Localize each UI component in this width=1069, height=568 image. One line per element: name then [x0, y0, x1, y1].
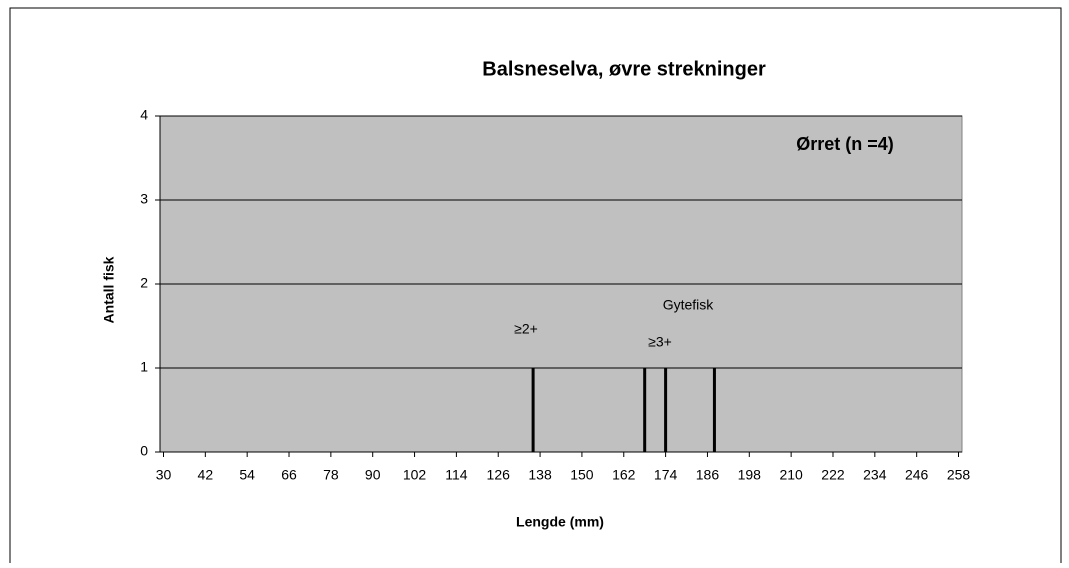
annotation: Gytefisk	[663, 297, 715, 313]
x-tick-label: 246	[905, 467, 929, 483]
x-tick-label: 174	[654, 467, 678, 483]
annotation: ≥2+	[514, 321, 538, 337]
x-tick-label: 210	[779, 467, 803, 483]
bar	[712, 368, 716, 452]
x-tick-label: 66	[281, 467, 297, 483]
y-tick-label: 3	[140, 191, 148, 207]
bar	[531, 368, 535, 452]
chart-title: Balsneselva, øvre strekninger	[482, 58, 766, 80]
y-tick-label: 4	[140, 107, 148, 123]
x-tick-label: 102	[403, 467, 427, 483]
x-tick-label: 54	[239, 467, 255, 483]
x-tick-label: 162	[612, 467, 636, 483]
x-tick-label: 126	[487, 467, 511, 483]
x-tick-label: 186	[696, 467, 720, 483]
bar	[643, 368, 647, 452]
x-tick-label: 90	[365, 467, 381, 483]
x-tick-label: 198	[738, 467, 762, 483]
x-tick-label: 150	[570, 467, 594, 483]
x-tick-label: 222	[821, 467, 845, 483]
annotation: Ørret (n =4)	[796, 134, 894, 154]
x-tick-label: 234	[863, 467, 887, 483]
x-axis-label: Lengde (mm)	[516, 514, 604, 530]
y-tick-label: 0	[140, 443, 148, 459]
y-tick-label: 2	[140, 275, 148, 291]
x-tick-label: 78	[323, 467, 339, 483]
x-tick-label: 30	[156, 467, 172, 483]
x-tick-label: 258	[947, 467, 971, 483]
x-tick-label: 114	[445, 467, 468, 483]
y-tick-label: 1	[140, 359, 148, 375]
x-tick-label: 42	[198, 467, 214, 483]
y-axis-label: Antall fisk	[101, 256, 117, 323]
x-tick-label: 138	[528, 467, 552, 483]
annotation: ≥3+	[648, 334, 672, 350]
bar	[664, 368, 668, 452]
